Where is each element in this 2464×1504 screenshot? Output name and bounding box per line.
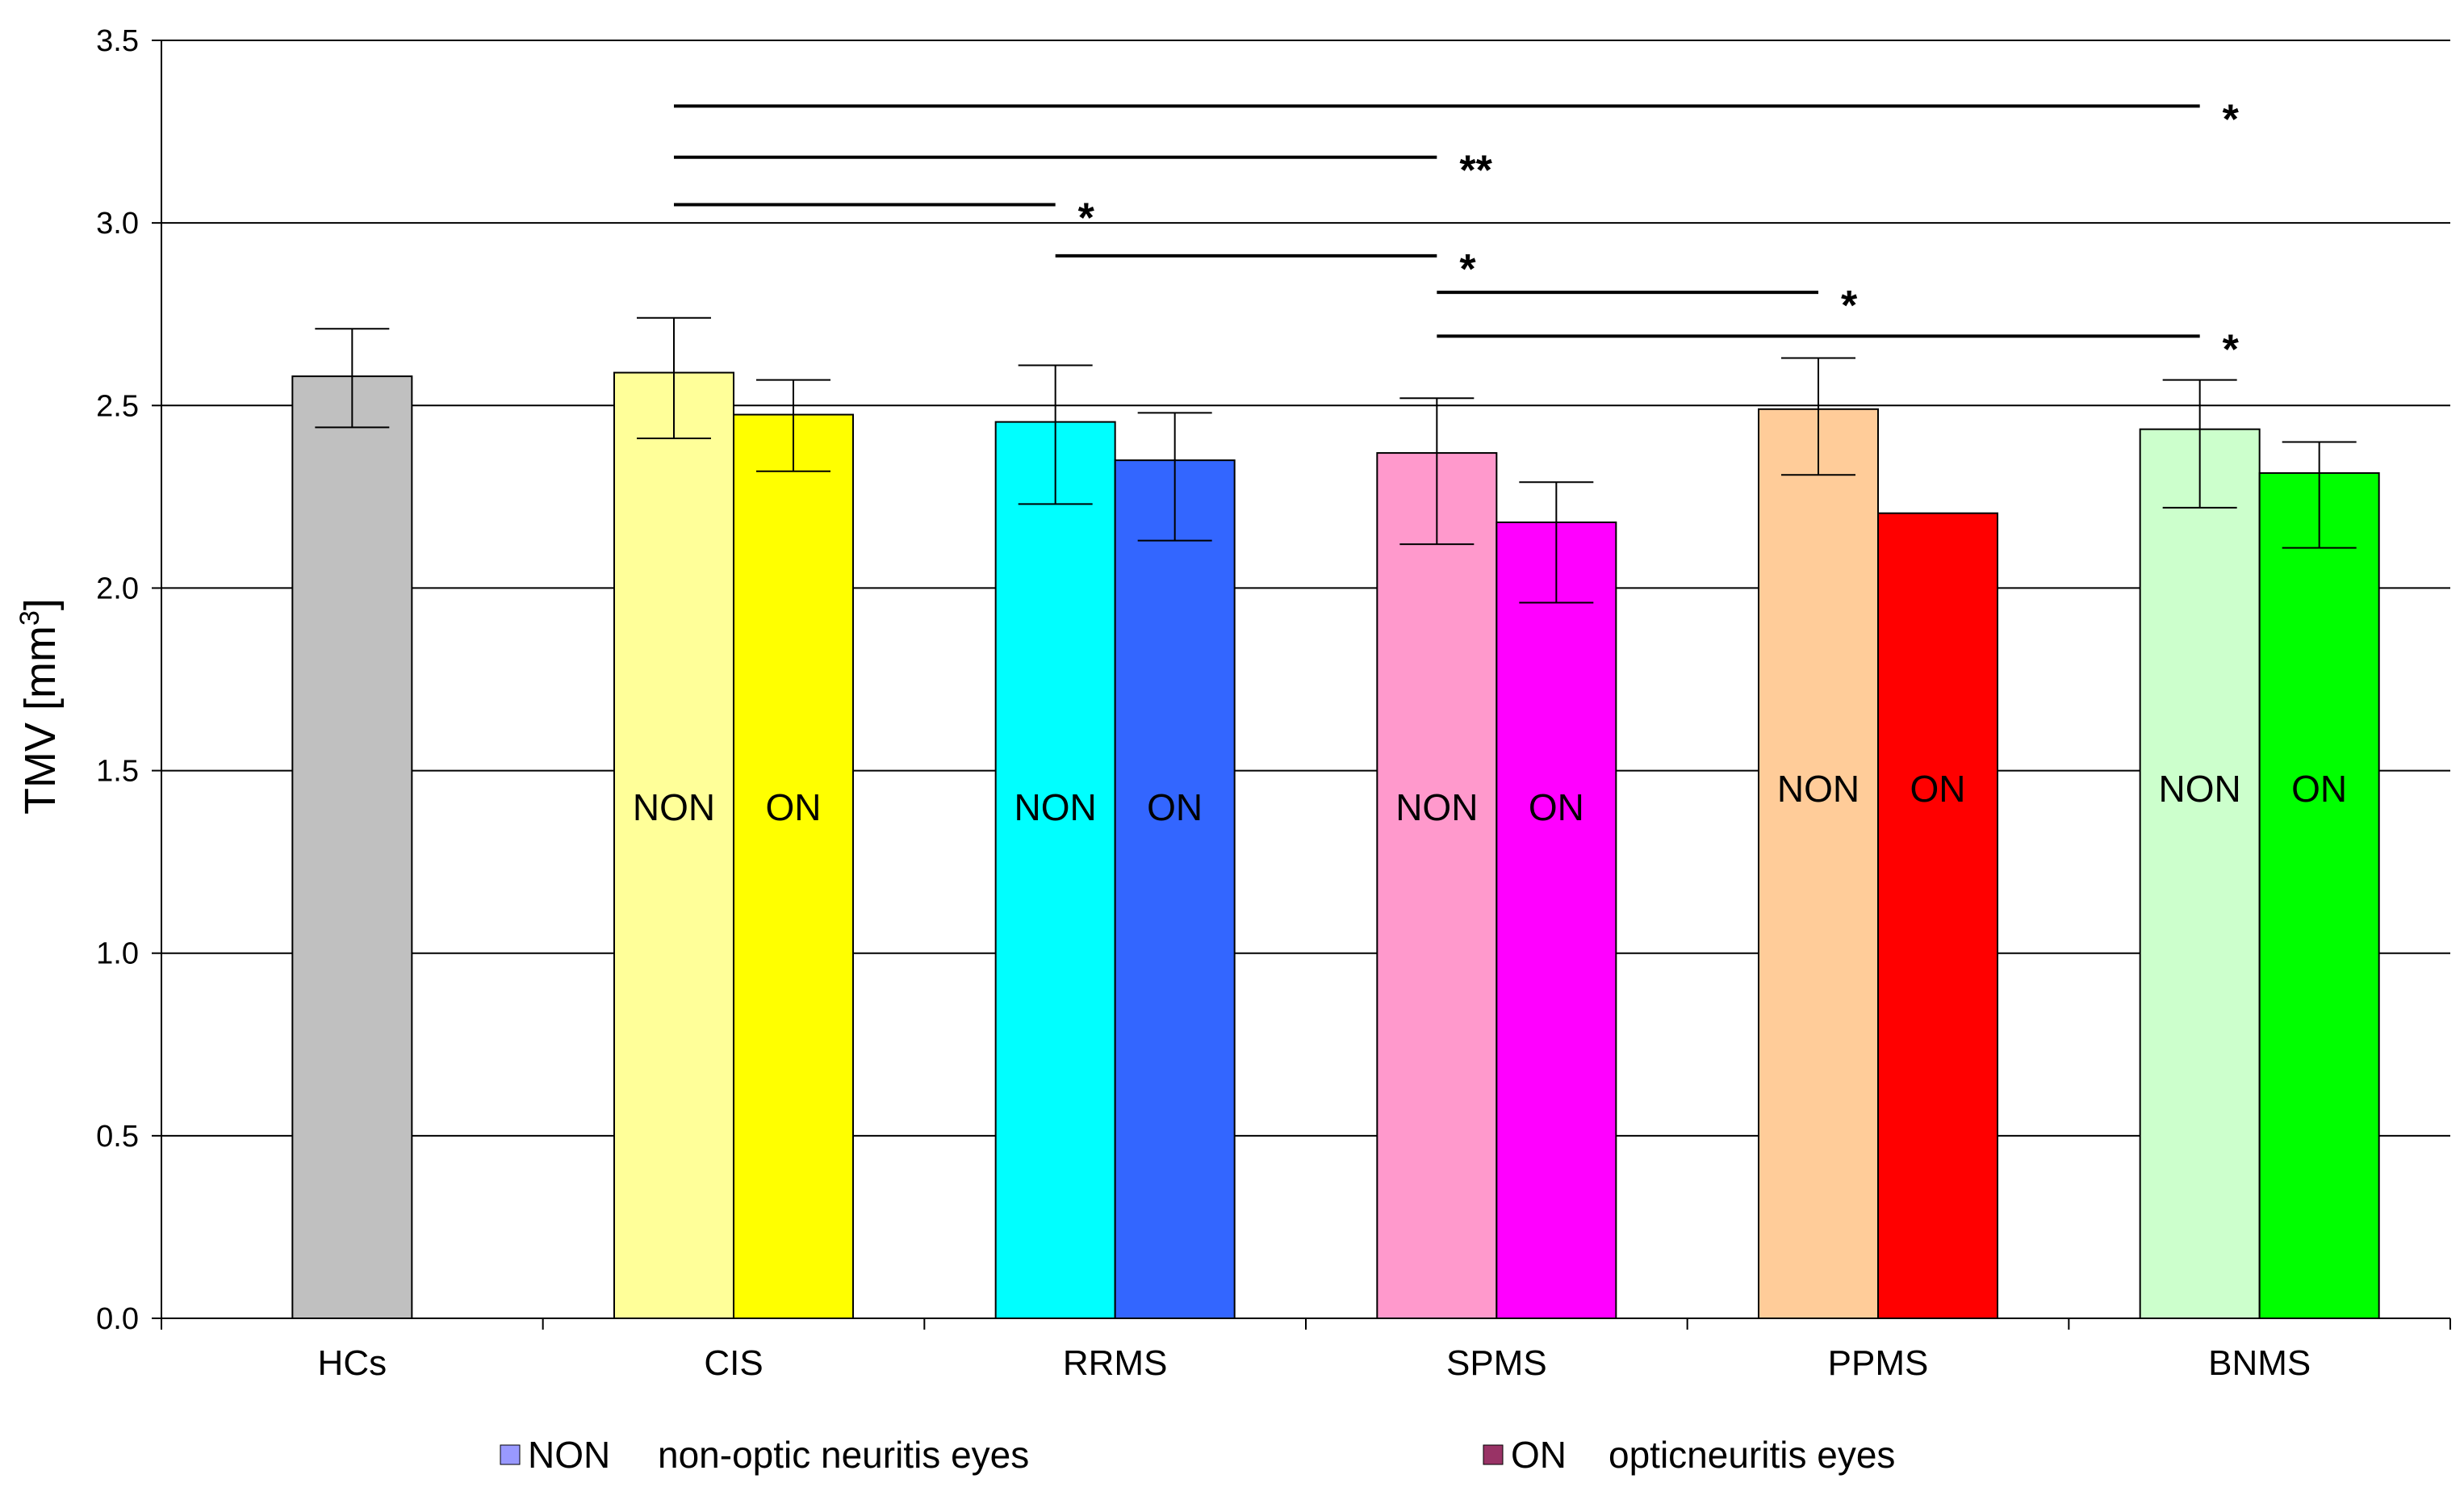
x-tick-label: RRMS [1063, 1343, 1168, 1383]
y-axis-label: TMV [mm3] [15, 598, 65, 815]
bar-inner-label: NON [1014, 786, 1097, 828]
bar-inner-label: NON [633, 786, 715, 828]
bar [2258, 471, 2380, 1319]
bar-inner-label: ON [2291, 768, 2347, 810]
bars [291, 371, 2380, 1320]
bar [613, 371, 734, 1320]
bar [1496, 522, 1617, 1319]
significance-marker: * [1459, 246, 1476, 293]
y-tick-label: 1.0 [96, 937, 139, 971]
bar-inner-label: ON [1529, 786, 1584, 828]
bar [1758, 408, 1879, 1319]
bar [2139, 428, 2261, 1319]
y-axis-label-close: ] [16, 598, 65, 610]
legend-swatch [1483, 1444, 1504, 1465]
bar-inner-label: ON [1147, 786, 1203, 828]
x-tick-label: PPMS [1828, 1343, 1929, 1383]
legend-key: ON [1511, 1434, 1567, 1476]
y-tick-label: 2.5 [96, 389, 139, 423]
y-tick-label: 3.0 [96, 207, 139, 241]
bar-inner-label: ON [1910, 768, 1966, 810]
gridlines [161, 40, 2450, 1137]
significance-marker: * [2223, 96, 2240, 143]
x-tick-label: CIS [704, 1343, 763, 1383]
y-axis-label-text: TMV [mm [16, 626, 65, 815]
legend-description: non-optic neuritis eyes [658, 1434, 1029, 1476]
legend: NON non-optic neuritis eyes ON opticneuriti… [500, 1434, 1895, 1476]
legend-key: NON [528, 1434, 610, 1476]
bar-inner-label: NON [2159, 768, 2241, 810]
x-tick-label: BNMS [2208, 1343, 2311, 1383]
error-bars [315, 316, 2357, 604]
x-tick-label: SPMS [1446, 1343, 1547, 1383]
bar-inner-label: NON [1777, 768, 1860, 810]
bar [291, 375, 413, 1319]
bar [1376, 452, 1498, 1319]
significance-marker: * [2223, 326, 2240, 373]
bar [994, 421, 1116, 1319]
bar [1877, 512, 1998, 1319]
bar-labels: NON ON NON ON NON ON NON ON NON ON [633, 768, 2347, 828]
bar [1114, 459, 1236, 1320]
significance-brackets: ******* [674, 96, 2240, 373]
significance-marker: ** [1459, 148, 1492, 195]
bar [733, 413, 854, 1319]
legend-swatch [500, 1444, 521, 1465]
legend-description: opticneuritis eyes [1609, 1434, 1895, 1476]
y-tick-label: 2.0 [96, 572, 139, 605]
y-tick-label: 0.0 [96, 1302, 139, 1336]
y-tick-label: 0.5 [96, 1120, 139, 1154]
axes: 0.0 0.5 1.0 1.5 2.0 2.5 3.0 3.5 HCs CIS RRMS SPMS PP… [96, 24, 2451, 1383]
x-tick-label: HCs [318, 1343, 387, 1383]
significance-marker: * [1078, 195, 1095, 242]
y-axis-label-sup: 3 [15, 610, 45, 626]
bar-inner-label: ON [766, 786, 822, 828]
significance-marker: * [1841, 283, 1858, 329]
y-tick-label: 3.5 [96, 24, 139, 58]
bar-inner-label: NON [1395, 786, 1478, 828]
y-tick-label: 1.5 [96, 755, 139, 789]
